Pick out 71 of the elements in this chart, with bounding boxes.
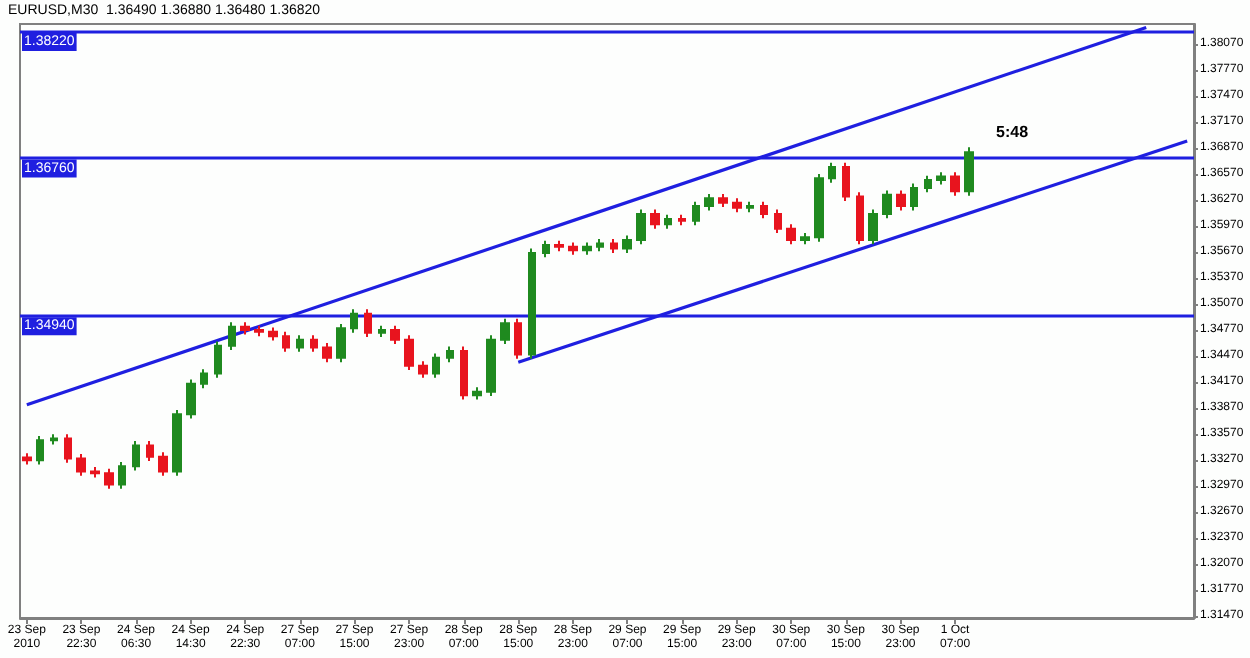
candlestick bbox=[282, 330, 290, 353]
candlestick bbox=[542, 239, 550, 259]
candlestick bbox=[582, 241, 592, 256]
candlestick bbox=[500, 317, 510, 345]
candlestick bbox=[390, 324, 400, 345]
candlestick bbox=[678, 213, 686, 227]
candlestick bbox=[240, 321, 250, 336]
candlestick bbox=[554, 239, 564, 253]
candlestick bbox=[924, 174, 932, 194]
annotation: 5:48 bbox=[996, 123, 1030, 141]
candlestick bbox=[692, 200, 700, 227]
candlestick bbox=[310, 334, 318, 353]
candlestick bbox=[254, 324, 264, 338]
candlestick bbox=[50, 433, 58, 446]
candlestick bbox=[896, 189, 906, 212]
candlestick bbox=[336, 323, 346, 364]
candlestick bbox=[868, 208, 878, 246]
candlestick bbox=[704, 192, 714, 212]
candlestick bbox=[664, 213, 672, 230]
candlestick bbox=[214, 340, 222, 379]
candlestick bbox=[528, 247, 536, 360]
candlestick bbox=[418, 360, 428, 379]
candlestick bbox=[36, 434, 44, 466]
candlestick bbox=[378, 324, 386, 339]
candlestick bbox=[950, 171, 960, 197]
candlestick bbox=[650, 208, 660, 230]
candlestick bbox=[882, 189, 892, 220]
candlestick bbox=[132, 440, 140, 472]
candlestick bbox=[856, 191, 864, 246]
candlestick bbox=[828, 161, 836, 184]
candlestick bbox=[158, 451, 168, 477]
candlestick bbox=[460, 345, 468, 401]
candlestick bbox=[814, 173, 824, 243]
candlestick bbox=[718, 192, 728, 208]
candlestick bbox=[842, 161, 850, 202]
candlestick bbox=[786, 223, 796, 246]
candlestick bbox=[200, 368, 208, 390]
candlestick bbox=[936, 171, 946, 186]
candlestick bbox=[446, 345, 454, 364]
candlestick bbox=[76, 453, 86, 477]
candlestick bbox=[610, 238, 618, 254]
candlestick bbox=[800, 231, 810, 246]
candlestick bbox=[146, 440, 154, 463]
candlestick bbox=[90, 466, 100, 479]
candlestick bbox=[596, 238, 604, 253]
candlestick bbox=[636, 208, 646, 246]
candlestick bbox=[760, 200, 768, 220]
candlestick bbox=[732, 197, 742, 214]
candlestick bbox=[22, 452, 32, 466]
candlestick bbox=[296, 334, 304, 353]
candlestick bbox=[472, 386, 482, 401]
candlestick bbox=[910, 182, 918, 212]
candlestick bbox=[746, 200, 754, 214]
candlestick bbox=[486, 334, 496, 398]
candlestick bbox=[622, 234, 632, 254]
candlestick bbox=[64, 433, 72, 464]
candlestick bbox=[964, 146, 974, 197]
candlestick bbox=[568, 241, 578, 256]
candlestick bbox=[172, 408, 182, 477]
candlestick bbox=[104, 467, 114, 490]
candlestick bbox=[774, 208, 782, 234]
candlestick bbox=[268, 326, 278, 342]
candlestick bbox=[322, 342, 332, 364]
candlestick bbox=[364, 308, 372, 339]
candlestick bbox=[228, 321, 236, 352]
candlestick bbox=[514, 317, 522, 360]
candlestick bbox=[350, 308, 358, 334]
candlestick bbox=[118, 460, 126, 490]
candlestick bbox=[186, 378, 196, 420]
candlestick bbox=[404, 334, 414, 371]
candlestick bbox=[432, 352, 440, 379]
